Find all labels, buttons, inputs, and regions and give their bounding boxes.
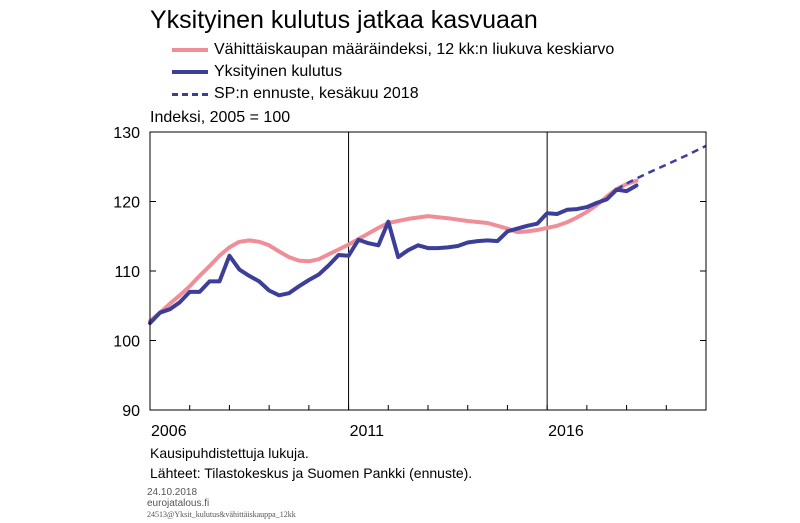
legend-swatch-consumption bbox=[172, 70, 208, 74]
legend-swatch-forecast bbox=[172, 92, 208, 96]
footer-site: eurojatalous.fi bbox=[147, 498, 210, 509]
legend-swatch-retail bbox=[172, 48, 208, 52]
y-tick-label-110: 110 bbox=[114, 264, 140, 281]
legend-item-retail: Vähittäiskaupan määräindeksi, 12 kk:n li… bbox=[172, 39, 614, 61]
legend-label-forecast: SP:n ennuste, kesäkuu 2018 bbox=[214, 85, 419, 102]
notes: Kausipuhdistettuja lukuja. Lähteet: Tila… bbox=[150, 443, 472, 483]
legend-label-retail: Vähittäiskaupan määräindeksi, 12 kk:n li… bbox=[214, 41, 615, 58]
note-seasonal: Kausipuhdistettuja lukuja. bbox=[150, 445, 309, 461]
y-axis-unit-label: Indeksi, 2005 = 100 bbox=[150, 109, 291, 126]
series-group bbox=[148, 144, 707, 326]
x-tick-label-2006: 2006 bbox=[151, 423, 187, 440]
footer-date: 24.10.2018 bbox=[147, 487, 198, 498]
legend-label-consumption: Yksityinen kulutus bbox=[214, 63, 343, 80]
y-tick-label-90: 90 bbox=[122, 403, 140, 420]
gridlines bbox=[348, 132, 548, 410]
x-tick-label-2011: 2011 bbox=[350, 423, 385, 440]
series-consumption-line bbox=[148, 183, 639, 326]
footer-code: 24513@Yksit_kulutus&vähittäiskauppa_12kk bbox=[147, 510, 296, 519]
x-tick-label-2016: 2016 bbox=[548, 423, 584, 440]
y-tick-label-100: 100 bbox=[113, 334, 140, 351]
x-axis-ticks: 2006 2011 2016 bbox=[151, 405, 667, 440]
plot-frame bbox=[149, 131, 707, 411]
legend-item-forecast: SP:n ennuste, kesäkuu 2018 bbox=[172, 83, 614, 105]
note-sources: Lähteet: Tilastokeskus ja Suomen Pankki … bbox=[150, 465, 473, 481]
y-tick-label-120: 120 bbox=[113, 195, 140, 212]
y-tick-label-130: 130 bbox=[113, 125, 140, 142]
legend: Vähittäiskaupan määräindeksi, 12 kk:n li… bbox=[172, 39, 614, 105]
chart-title: Yksityinen kulutus jatkaa kasvuaan bbox=[150, 6, 538, 34]
y-axis-ticks: 90 100 110 120 130 bbox=[113, 125, 706, 420]
series-retail-line bbox=[148, 178, 639, 323]
footer: 24.10.2018 eurojatalous.fi 24513@Yksit_k… bbox=[147, 487, 296, 520]
legend-item-consumption: Yksityinen kulutus bbox=[172, 61, 614, 83]
